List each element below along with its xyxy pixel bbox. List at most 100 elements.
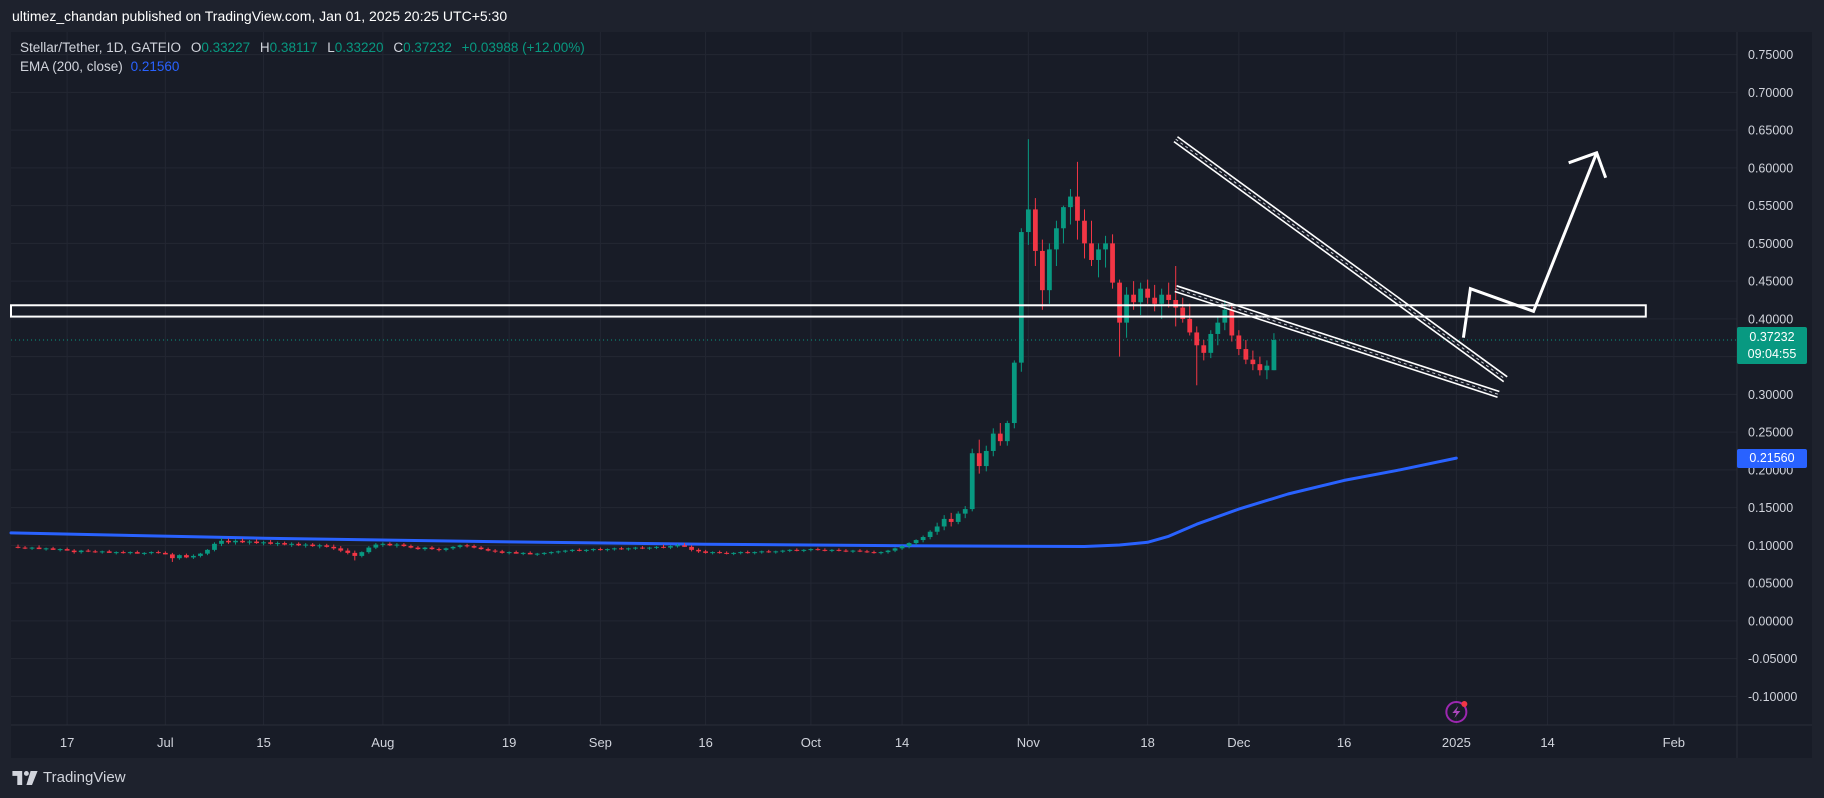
candle — [899, 545, 905, 550]
candle — [436, 547, 442, 552]
candle-body — [506, 552, 512, 554]
candle-body — [962, 509, 968, 514]
candle-body — [289, 543, 295, 545]
candle-body — [1173, 299, 1179, 308]
candle-body — [345, 550, 351, 553]
candle-body — [134, 552, 140, 554]
candle-body — [1236, 335, 1242, 350]
candle-body — [57, 549, 63, 551]
candle — [43, 547, 49, 551]
candle-body — [1257, 364, 1263, 371]
candle-body — [85, 550, 91, 552]
y-tick-label: 0.60000 — [1748, 161, 1793, 175]
candle-body — [948, 518, 954, 522]
candle — [212, 542, 217, 552]
candle — [1103, 235, 1108, 268]
candle-body — [191, 555, 196, 558]
candle-body — [569, 549, 575, 551]
candle-body — [1208, 333, 1214, 353]
candle — [864, 549, 870, 553]
x-tick-label: Aug — [371, 735, 394, 750]
candle-body — [331, 546, 337, 549]
candle-body — [106, 551, 112, 553]
candle-body — [1194, 332, 1200, 346]
tradingview-footer[interactable]: TradingView — [12, 766, 126, 790]
ema-price-value: 0.21560 — [1749, 451, 1795, 465]
candle-body — [520, 552, 526, 554]
y-tick-label: 0.65000 — [1748, 124, 1793, 138]
symbol-label[interactable]: Stellar/Tether, 1D, GATEIO — [20, 40, 182, 55]
candle — [1201, 340, 1207, 361]
candle — [647, 546, 652, 550]
candle — [829, 549, 835, 553]
ema-label[interactable]: EMA (200, close) — [20, 59, 123, 74]
candle-body — [1131, 294, 1136, 303]
chart-pane[interactable] — [11, 32, 1812, 758]
candle — [1152, 284, 1158, 312]
candle-body — [240, 540, 245, 543]
y-tick-label: 0.55000 — [1748, 199, 1793, 213]
candle-body — [562, 550, 568, 552]
candle-body — [647, 547, 652, 549]
candle-body — [780, 550, 786, 552]
candle-body — [1166, 294, 1172, 300]
candle-body — [169, 554, 175, 559]
candle-body — [590, 549, 596, 551]
candle — [661, 544, 666, 549]
candle — [843, 549, 849, 553]
candle — [576, 548, 582, 552]
candle — [906, 542, 912, 549]
candle — [969, 448, 975, 512]
candle-body — [822, 549, 828, 551]
candle-body — [64, 549, 70, 551]
candle — [822, 548, 828, 552]
candle — [604, 548, 610, 552]
candle — [976, 439, 982, 474]
y-tick-label: -0.10000 — [1748, 690, 1797, 704]
x-tick-label: 18 — [1140, 735, 1154, 750]
candle — [633, 546, 638, 550]
candle — [352, 550, 358, 561]
y-tick-label: 0.05000 — [1748, 577, 1793, 591]
candle-body — [871, 552, 877, 554]
candle — [50, 546, 56, 550]
candle — [296, 542, 302, 547]
candle — [261, 540, 266, 546]
candle-body — [373, 544, 379, 548]
candle — [380, 542, 386, 547]
candle-body — [654, 546, 659, 548]
candle — [997, 423, 1003, 446]
candle — [780, 549, 786, 553]
candle-body — [583, 549, 589, 551]
candle-body — [443, 548, 449, 550]
candle — [141, 552, 147, 556]
candle — [983, 445, 989, 472]
candle-body — [1004, 423, 1010, 442]
candle-body — [464, 545, 470, 547]
candle — [1096, 243, 1101, 278]
upper-trendline-center — [1175, 138, 1506, 380]
candle-body — [1110, 243, 1115, 283]
candle — [597, 547, 603, 551]
candle-body — [836, 549, 842, 551]
candle — [562, 549, 568, 553]
candle — [303, 543, 309, 548]
candle — [387, 542, 393, 547]
candle-body — [703, 551, 708, 553]
candle-body — [1089, 243, 1094, 260]
x-tick-label: Oct — [801, 735, 822, 750]
candle-body — [843, 550, 849, 552]
candle-body — [1082, 220, 1087, 244]
candle — [155, 550, 161, 554]
candle-body — [913, 540, 919, 544]
candle-body — [366, 547, 372, 553]
candle — [1257, 356, 1263, 376]
candle-body — [1145, 288, 1151, 298]
candle — [345, 548, 351, 555]
candle — [106, 549, 112, 553]
candle — [1089, 220, 1094, 267]
candle-body — [829, 549, 835, 551]
candle-body — [513, 552, 519, 554]
candle-body — [478, 547, 484, 550]
